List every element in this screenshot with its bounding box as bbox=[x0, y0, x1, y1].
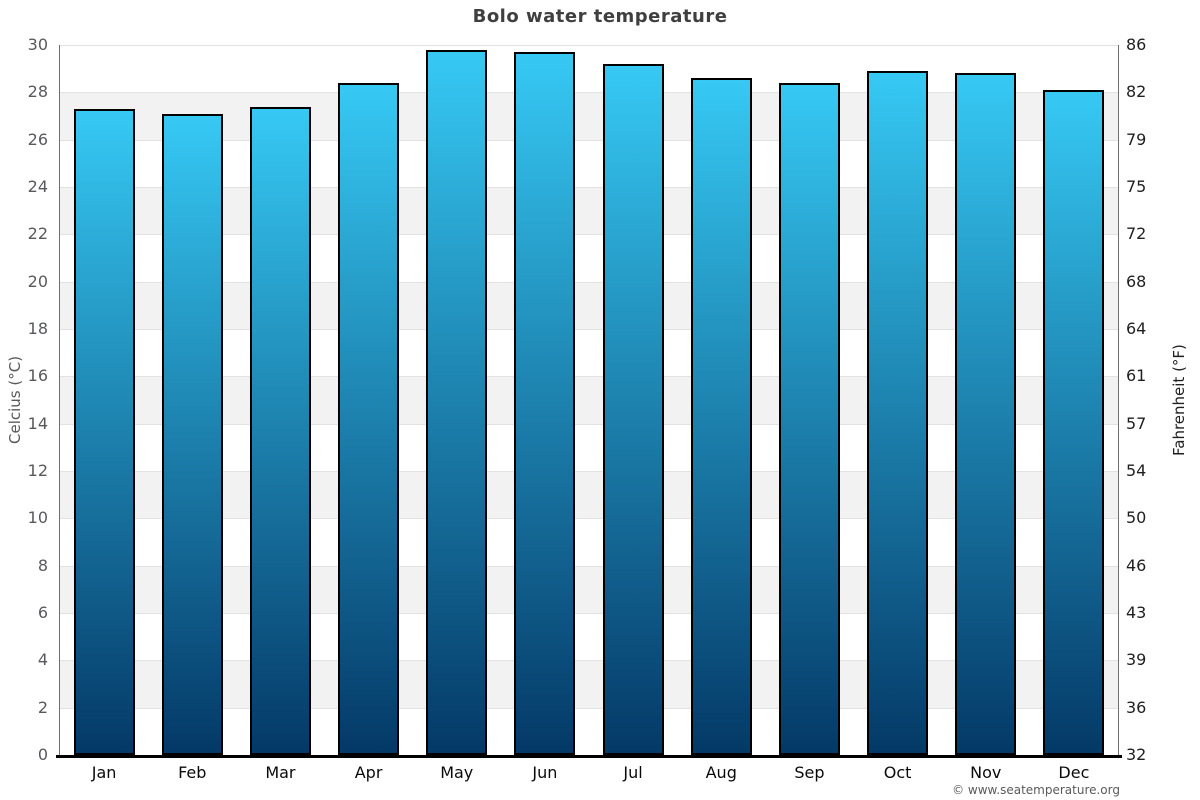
right-axis-spine bbox=[1118, 45, 1119, 755]
background-band bbox=[60, 234, 1118, 282]
gridline bbox=[60, 660, 1118, 662]
gridline bbox=[60, 707, 1118, 709]
y-tick-celsius: 10 bbox=[27, 508, 48, 528]
background-band bbox=[60, 139, 1118, 187]
y-axis-label-celsius: Celcius (°C) bbox=[6, 355, 24, 445]
y-tick-fahrenheit: 82 bbox=[1126, 82, 1147, 102]
gridline bbox=[60, 376, 1118, 378]
background-band bbox=[60, 45, 1118, 93]
gridline bbox=[60, 139, 1118, 141]
y-tick-celsius: 20 bbox=[27, 271, 48, 291]
plot-area bbox=[60, 45, 1118, 755]
x-tick-jun: Jun bbox=[532, 763, 558, 782]
copyright-text: © www.seatemperature.org bbox=[952, 783, 1120, 797]
background-band bbox=[60, 92, 1118, 140]
y-tick-celsius: 18 bbox=[27, 319, 48, 338]
x-tick-mar: Mar bbox=[265, 763, 296, 782]
y-tick-fahrenheit: 61 bbox=[1126, 366, 1147, 386]
bar-apr bbox=[338, 82, 400, 755]
y-tick-fahrenheit: 39 bbox=[1126, 650, 1147, 670]
x-tick-sep: Sep bbox=[794, 763, 825, 782]
gridline bbox=[60, 329, 1118, 330]
y-tick-fahrenheit: 75 bbox=[1126, 177, 1147, 196]
x-tick-aug: Aug bbox=[705, 763, 737, 782]
gridline bbox=[60, 471, 1118, 472]
y-tick-fahrenheit: 36 bbox=[1126, 697, 1147, 717]
y-tick-celsius: 12 bbox=[27, 461, 48, 480]
y-tick-celsius: 22 bbox=[27, 224, 48, 244]
gridline bbox=[60, 187, 1118, 188]
gridline bbox=[60, 613, 1118, 614]
background-band bbox=[60, 565, 1118, 613]
left-axis-spine bbox=[59, 45, 60, 755]
y-tick-celsius: 2 bbox=[37, 697, 48, 717]
y-tick-fahrenheit: 64 bbox=[1126, 319, 1147, 338]
gridline bbox=[60, 518, 1118, 520]
bar-dec bbox=[1043, 89, 1105, 755]
x-tick-dec: Dec bbox=[1058, 763, 1090, 782]
x-tick-oct: Oct bbox=[883, 763, 912, 782]
y-tick-celsius: 14 bbox=[27, 413, 48, 433]
y-tick-fahrenheit: 32 bbox=[1126, 745, 1147, 764]
x-tick-apr: Apr bbox=[354, 763, 383, 782]
background-band bbox=[60, 329, 1118, 377]
y-tick-celsius: 26 bbox=[27, 129, 48, 149]
y-tick-celsius: 6 bbox=[37, 603, 48, 622]
y-tick-fahrenheit: 50 bbox=[1126, 508, 1147, 528]
y-tick-fahrenheit: 46 bbox=[1126, 555, 1147, 575]
bar-jun bbox=[514, 52, 576, 755]
gridline bbox=[60, 423, 1118, 425]
y-tick-fahrenheit: 57 bbox=[1126, 413, 1147, 433]
y-tick-celsius: 0 bbox=[37, 745, 48, 764]
gridline bbox=[60, 234, 1118, 236]
gridline bbox=[60, 565, 1118, 567]
bar-may bbox=[426, 49, 488, 755]
background-band bbox=[60, 423, 1118, 471]
bar-aug bbox=[690, 78, 752, 755]
y-tick-celsius: 4 bbox=[37, 650, 48, 670]
bar-jan bbox=[73, 108, 135, 755]
x-tick-jan: Jan bbox=[91, 763, 117, 782]
bar-mar bbox=[249, 106, 311, 755]
x-tick-feb: Feb bbox=[178, 763, 207, 782]
y-tick-fahrenheit: 86 bbox=[1126, 35, 1147, 54]
y-tick-celsius: 16 bbox=[27, 366, 48, 386]
background-band bbox=[60, 281, 1118, 329]
background-band bbox=[60, 518, 1118, 566]
y-tick-fahrenheit: 54 bbox=[1126, 461, 1147, 480]
x-tick-jul: Jul bbox=[623, 763, 643, 782]
gridline bbox=[60, 92, 1118, 94]
bar-sep bbox=[778, 82, 840, 755]
y-tick-celsius: 30 bbox=[27, 35, 48, 54]
y-tick-fahrenheit: 68 bbox=[1126, 271, 1147, 291]
gridline bbox=[60, 281, 1118, 283]
bar-jul bbox=[602, 63, 664, 755]
x-tick-nov: Nov bbox=[970, 763, 1002, 782]
chart-title: Bolo water temperature bbox=[472, 6, 728, 27]
background-band bbox=[60, 660, 1118, 708]
gridline bbox=[60, 45, 1118, 46]
bar-feb bbox=[161, 113, 223, 755]
background-band bbox=[60, 376, 1118, 424]
bar-nov bbox=[955, 73, 1017, 755]
y-tick-fahrenheit: 79 bbox=[1126, 129, 1147, 149]
background-band bbox=[60, 187, 1118, 235]
y-tick-celsius: 24 bbox=[27, 177, 48, 196]
bar-oct bbox=[867, 71, 929, 755]
y-tick-celsius: 8 bbox=[37, 555, 48, 575]
background-band bbox=[60, 471, 1118, 519]
background-band bbox=[60, 613, 1118, 661]
x-tick-may: May bbox=[440, 763, 474, 782]
background-band bbox=[60, 707, 1118, 755]
y-tick-fahrenheit: 43 bbox=[1126, 603, 1147, 622]
y-tick-celsius: 28 bbox=[27, 82, 48, 102]
y-tick-fahrenheit: 72 bbox=[1126, 224, 1147, 244]
y-axis-label-fahrenheit: Fahrenheit (°F) bbox=[1170, 344, 1188, 456]
x-axis-line bbox=[56, 755, 1122, 758]
